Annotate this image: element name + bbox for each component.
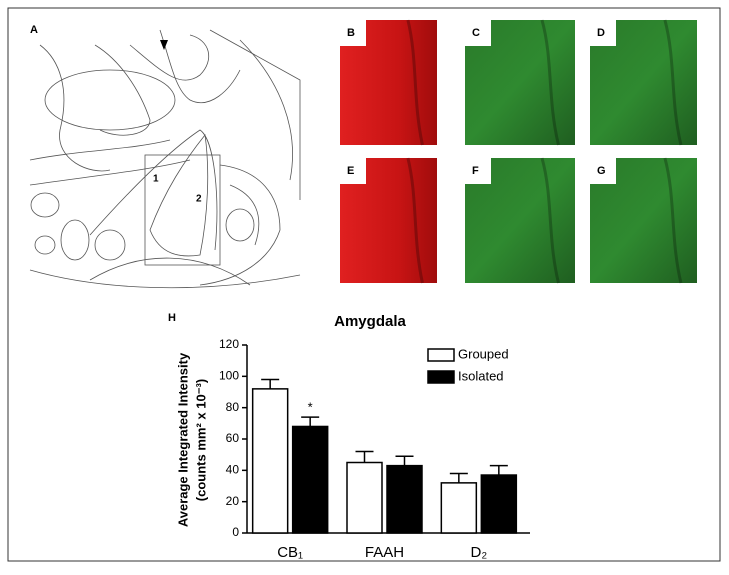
significance-marker: * <box>308 400 313 415</box>
y-tick-label: 60 <box>226 431 240 445</box>
label-box <box>465 20 491 46</box>
region-label: 1 <box>153 174 159 185</box>
label-box <box>465 158 491 184</box>
region-label: 2 <box>196 194 202 205</box>
y-tick-label: 80 <box>226 400 240 414</box>
x-tick-label: CB₁ <box>277 544 303 561</box>
y-tick-label: 120 <box>219 337 239 351</box>
panel-label: A <box>30 24 38 36</box>
y-tick-label: 0 <box>232 525 239 539</box>
x-tick-label: D₂ <box>471 544 488 561</box>
atlas-drawing <box>29 29 301 289</box>
micrographs: B C D E F G <box>340 19 697 284</box>
bar <box>251 388 289 534</box>
legend-swatch <box>427 370 455 384</box>
label-box <box>340 20 366 46</box>
label-box <box>590 20 616 46</box>
tissue-edge <box>663 19 683 146</box>
tissue-edge <box>540 157 560 284</box>
bar <box>291 425 329 534</box>
panel-label: C <box>472 27 480 39</box>
y-tick-label: 100 <box>219 369 239 383</box>
x-tick-label: FAAH <box>365 544 404 561</box>
y-tick-label: 40 <box>226 463 240 477</box>
tissue-edge <box>406 19 424 146</box>
panel-label: E <box>347 165 354 177</box>
label-box <box>590 158 616 184</box>
y-axis-label: (counts mm² x 10⁻³) <box>193 379 208 501</box>
bar <box>440 482 478 534</box>
bar <box>480 474 518 534</box>
tissue-edge <box>663 157 683 284</box>
panel-label: G <box>597 165 606 177</box>
label-box <box>340 158 366 184</box>
panel-label: F <box>472 165 479 177</box>
frame <box>7 7 721 562</box>
tissue-edge <box>540 19 560 146</box>
legend-label: Grouped <box>458 346 509 361</box>
legend-swatch <box>427 348 455 362</box>
y-axis-label: Average Integrated Intensity <box>175 352 190 527</box>
panel-label: H <box>168 312 176 324</box>
panel-label: D <box>597 27 605 39</box>
bar-chart: H Amygdala Average Integrated Intensity (co… <box>168 312 530 561</box>
tissue-edge <box>406 157 424 284</box>
y-tick-label: 20 <box>226 494 240 508</box>
bar <box>386 464 423 534</box>
legend-label: Isolated <box>458 368 504 383</box>
bar <box>346 461 383 534</box>
panel-label: B <box>347 27 355 39</box>
atlas-marker <box>160 40 168 50</box>
chart-title: Amygdala <box>334 313 406 330</box>
